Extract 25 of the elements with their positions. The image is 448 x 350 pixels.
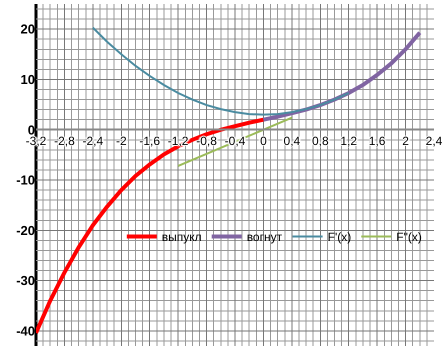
x-tick-label: 1,2 [340, 134, 358, 148]
legend-label: F"(x) [396, 230, 422, 244]
x-tick-label: 0,8 [312, 134, 329, 148]
y-tick-label: -40 [16, 323, 35, 338]
x-tick-label: 2 [402, 134, 410, 148]
x-tick-label: -2,4 [82, 134, 104, 148]
line-series [92, 26, 350, 116]
y-tick-label: -10 [16, 172, 35, 188]
y-tick-label: -20 [16, 222, 35, 238]
x-tick-label: -1,2 [168, 134, 189, 148]
x-tick-label: 0,4 [284, 134, 301, 148]
y-tick-label: 0 [28, 122, 35, 138]
legend-label: выпукл [162, 230, 202, 244]
legend-label: F'(x) [328, 230, 352, 244]
y-tick-label: 20 [20, 22, 35, 37]
y-tick-label: -30 [16, 273, 35, 288]
x-tick-label: -2 [116, 134, 127, 148]
x-tick-label: -0,8 [196, 134, 218, 148]
x-tick-label: -2,8 [54, 134, 76, 148]
legend-label: вогнут [246, 230, 283, 244]
x-tick-label: 2,4 [426, 134, 443, 148]
x-tick-label: -1,6 [139, 134, 160, 148]
x-tick-label: 0 [260, 134, 268, 148]
x-tick-label: 1,6 [368, 134, 386, 148]
y-tick-label: 10 [20, 72, 35, 87]
